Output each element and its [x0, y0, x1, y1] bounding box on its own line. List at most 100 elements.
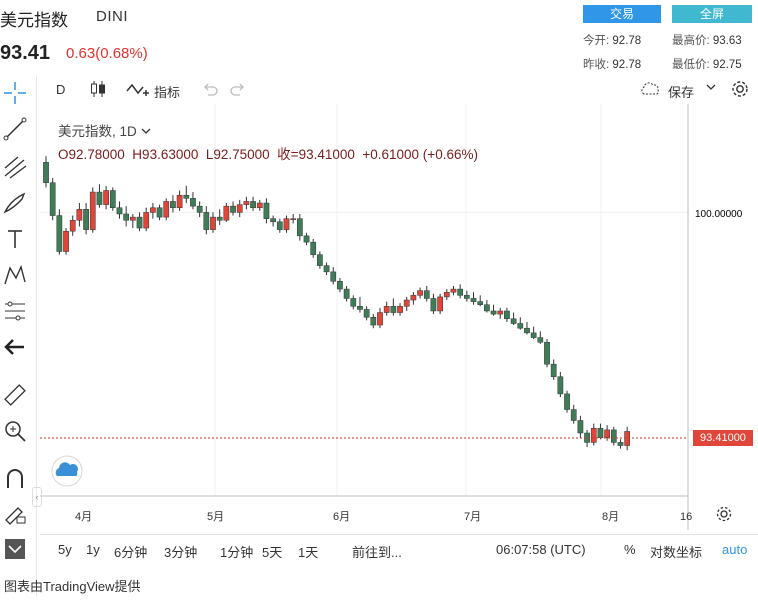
- x-tick-label: 16: [680, 511, 692, 523]
- undo-icon[interactable]: [202, 82, 218, 96]
- candle: [116, 201, 123, 219]
- ruler-icon[interactable]: [2, 382, 28, 408]
- candle: [597, 423, 604, 440]
- candle: [250, 196, 256, 211]
- candle-type-icon[interactable]: [90, 80, 106, 98]
- fib-icon[interactable]: [2, 298, 28, 324]
- candle: [210, 212, 216, 233]
- trend-line-icon[interactable]: [2, 116, 28, 142]
- magnet-icon[interactable]: [2, 466, 28, 492]
- candle: [143, 207, 150, 232]
- save-button[interactable]: 保存: [668, 85, 695, 100]
- fullscreen-button[interactable]: 全屏: [672, 5, 752, 23]
- range-3min[interactable]: 3分钟: [164, 545, 198, 560]
- text-tool-icon[interactable]: [2, 226, 28, 252]
- candle: [196, 201, 203, 218]
- price-change: 0.63(0.68%): [66, 45, 148, 62]
- candle: [410, 292, 417, 305]
- candle: [216, 209, 223, 225]
- candle: [610, 426, 617, 446]
- candle: [63, 228, 69, 255]
- axis-settings-gear-icon[interactable]: [716, 506, 732, 522]
- candle: [190, 192, 196, 210]
- candle: [484, 300, 490, 313]
- hide-drawings-icon[interactable]: [2, 536, 28, 562]
- candle: [510, 312, 517, 326]
- range-5day[interactable]: 5天: [262, 545, 283, 560]
- interval-button[interactable]: D: [56, 82, 66, 97]
- instrument-code: DINI: [96, 8, 128, 25]
- range-6min[interactable]: 6分钟: [114, 545, 148, 560]
- zoom-in-icon[interactable]: [2, 418, 28, 444]
- collapse-handle[interactable]: ‹: [32, 487, 42, 507]
- candle: [577, 415, 584, 438]
- candle: [350, 295, 357, 310]
- cloud-icon[interactable]: [638, 81, 662, 97]
- chevron-down-icon[interactable]: [706, 84, 716, 92]
- percent-toggle[interactable]: %: [624, 542, 636, 557]
- x-tick-label: 4月: [75, 511, 92, 523]
- trade-button[interactable]: 交易: [583, 5, 661, 23]
- price-chart[interactable]: 4月 5月 6月 7月 8月 16 100.00000: [40, 104, 758, 530]
- candle: [89, 187, 96, 233]
- candle: [557, 371, 564, 398]
- x-tick-label: 6月: [333, 511, 350, 523]
- candle: [103, 185, 109, 210]
- candle: [303, 232, 310, 246]
- candle: [330, 267, 337, 285]
- range-1min[interactable]: 1分钟: [220, 545, 254, 560]
- candle: [537, 331, 544, 344]
- candle: [430, 293, 437, 315]
- candle: [370, 314, 377, 329]
- candle: [604, 425, 610, 441]
- time-axis: 4月 5月 6月 7月 8月 16: [75, 511, 692, 523]
- candle: [390, 298, 397, 316]
- candle: [129, 213, 136, 229]
- redo-icon[interactable]: [230, 82, 246, 96]
- indicators-icon[interactable]: [126, 81, 150, 99]
- candle: [83, 203, 89, 235]
- auto-scale-toggle[interactable]: auto: [722, 542, 748, 557]
- candle: [236, 199, 243, 218]
- lock-drawing-icon[interactable]: [2, 500, 28, 526]
- candle: [150, 203, 156, 219]
- quote-low: 最低价: 92.75: [672, 59, 742, 71]
- candles-group: [43, 156, 631, 451]
- candle: [183, 185, 190, 204]
- pitchfork-icon[interactable]: [2, 154, 28, 180]
- range-5y[interactable]: 5y: [58, 542, 72, 557]
- chevron-down-icon[interactable]: [141, 128, 151, 136]
- tv-logo[interactable]: [51, 455, 83, 487]
- candle: [136, 212, 143, 232]
- pattern-icon[interactable]: [2, 262, 28, 288]
- goto-date-button[interactable]: 前往到...: [352, 545, 402, 560]
- candle: [256, 199, 263, 211]
- x-tick-label: 8月: [602, 511, 619, 523]
- range-1day[interactable]: 1天: [298, 545, 319, 560]
- x-tick-label: 5月: [207, 511, 224, 523]
- candle: [564, 390, 570, 413]
- x-tick-label: 7月: [464, 511, 481, 523]
- candle: [457, 284, 464, 299]
- back-arrow-icon[interactable]: [2, 334, 28, 360]
- chart-grid: [40, 104, 688, 496]
- candle: [109, 187, 116, 211]
- candle: [590, 423, 597, 446]
- candle: [290, 213, 297, 224]
- candle: [43, 156, 49, 188]
- candle: [550, 359, 557, 380]
- candle: [230, 201, 236, 216]
- clock-readout[interactable]: 06:07:58 (UTC): [496, 542, 586, 557]
- candle: [363, 306, 370, 321]
- log-scale-toggle[interactable]: 对数坐标: [650, 545, 703, 560]
- brush-icon[interactable]: [2, 190, 28, 216]
- gear-icon[interactable]: [730, 79, 750, 99]
- candle: [530, 326, 537, 340]
- crosshair-icon[interactable]: [2, 80, 28, 106]
- indicators-button[interactable]: 指标: [154, 85, 181, 100]
- footer-credit: 图表由TradingView提供: [4, 579, 141, 594]
- range-1y[interactable]: 1y: [86, 542, 100, 557]
- candle: [490, 304, 497, 316]
- candle: [497, 307, 504, 319]
- candle: [283, 215, 290, 233]
